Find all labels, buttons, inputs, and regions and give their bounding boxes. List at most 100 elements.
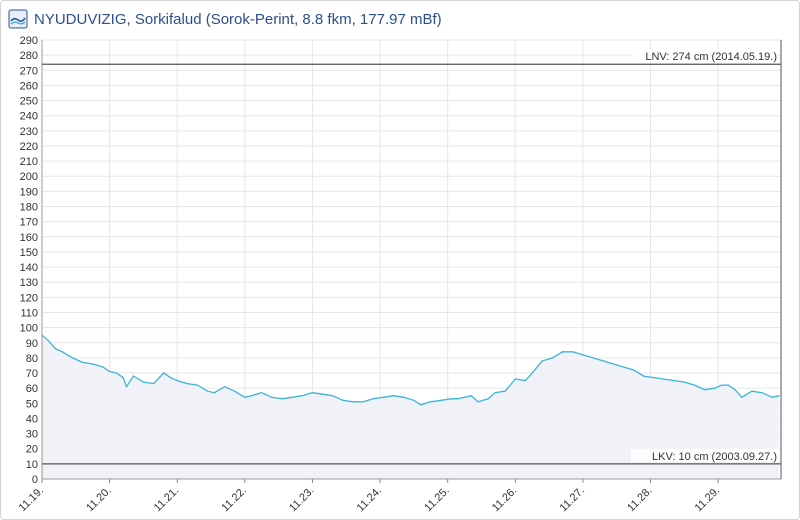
y-tick-label: 90 <box>26 338 38 350</box>
y-tick-label: 260 <box>20 80 38 92</box>
data-point <box>291 396 293 398</box>
y-tick-label: 150 <box>20 247 38 259</box>
x-tick-label: 11.27. <box>557 485 587 515</box>
data-point <box>244 396 246 398</box>
x-tick-label: 11.21. <box>152 485 182 515</box>
data-point <box>420 404 422 406</box>
data-point <box>352 401 354 403</box>
data-point <box>271 396 273 398</box>
x-axis-tick-labels: 11.19. 11.20. 11.21. 11.22. 11.23. 11.24. 11.2… <box>17 485 723 515</box>
data-point <box>761 392 763 394</box>
data-point <box>653 377 655 379</box>
y-tick-label: 240 <box>20 111 38 123</box>
y-tick-label: 40 <box>26 413 38 425</box>
x-tick-label: 11.23. <box>287 485 317 515</box>
y-tick-label: 100 <box>20 323 38 335</box>
data-point <box>251 395 253 397</box>
data-point <box>109 370 111 373</box>
y-tick-label: 290 <box>20 35 38 47</box>
data-point <box>612 363 614 365</box>
data-point <box>450 398 452 400</box>
data-point <box>727 384 729 386</box>
y-tick-label: 250 <box>20 96 38 108</box>
y-tick-label: 270 <box>20 65 38 77</box>
data-point <box>332 395 334 397</box>
data-point <box>778 395 780 397</box>
y-tick-label: 0 <box>32 474 38 486</box>
y-tick-label: 180 <box>20 202 38 214</box>
reference-label: LNV: 274 cm (2014.05.19.) <box>645 51 777 63</box>
chart-header: NYUDUVIZIG, Sorkifalud (Sorok-Perint, 8.… <box>8 8 442 30</box>
data-point <box>751 390 753 392</box>
data-point <box>301 395 303 397</box>
data-point <box>622 366 625 368</box>
data-point <box>771 396 773 398</box>
data-point <box>48 340 50 342</box>
data-point <box>207 390 209 392</box>
reference-label-background <box>631 49 779 63</box>
axes <box>41 40 782 483</box>
y-tick-label: 190 <box>20 186 38 198</box>
x-tick-label: 11.20. <box>84 485 114 515</box>
series-line <box>41 334 780 406</box>
data-point <box>142 381 144 383</box>
data-point <box>541 360 543 362</box>
data-point <box>430 401 432 403</box>
data-point <box>673 380 675 382</box>
data-point <box>362 401 364 403</box>
data-point <box>382 396 384 398</box>
y-tick-label: 140 <box>20 262 38 274</box>
y-tick-label: 10 <box>26 459 38 471</box>
data-point <box>125 386 128 388</box>
data-point <box>592 357 594 359</box>
data-point <box>551 357 554 359</box>
y-tick-label: 210 <box>20 156 38 168</box>
y-tick-label: 110 <box>20 307 38 319</box>
data-point <box>102 366 104 368</box>
chart-title: NYUDUVIZIG, Sorkifalud (Sorok-Perint, 8.… <box>34 10 442 28</box>
y-tick-label: 30 <box>26 429 38 441</box>
x-tick-label: 11.19. <box>17 485 47 515</box>
data-point <box>403 396 405 398</box>
reference-lines: LNV: 274 cm (2014.05.19.) LKV: 10 cm (200… <box>42 49 781 465</box>
data-point <box>153 383 155 385</box>
data-point <box>457 398 459 400</box>
data-point <box>92 363 94 365</box>
reference-label: LKV: 10 cm (2003.09.27.) <box>652 451 777 463</box>
data-point <box>186 383 188 385</box>
y-tick-label: 130 <box>20 277 38 289</box>
data-point <box>413 399 415 401</box>
data-point <box>261 392 263 394</box>
y-tick-label: 200 <box>20 171 38 183</box>
data-point <box>464 396 466 398</box>
data-point <box>196 384 199 386</box>
data-point <box>633 369 635 371</box>
data-point <box>71 357 73 359</box>
data-point <box>487 398 489 400</box>
y-tick-label: 220 <box>20 141 38 153</box>
data-point <box>663 378 665 380</box>
data-point <box>322 393 324 395</box>
data-point <box>714 387 716 389</box>
data-point <box>524 380 527 382</box>
x-tick-label: 11.24. <box>355 485 385 515</box>
data-point <box>720 384 723 386</box>
data-point <box>562 351 564 353</box>
x-tick-label: 11.22. <box>219 485 249 515</box>
data-point <box>311 392 313 394</box>
data-point <box>372 398 374 400</box>
y-tick-label: 170 <box>20 217 38 229</box>
data-point <box>470 395 472 397</box>
x-tick-label: 11.29. <box>693 485 723 515</box>
data-point <box>234 390 236 392</box>
y-tick-label: 20 <box>26 444 38 456</box>
data-point <box>514 378 516 380</box>
x-tick-label: 11.25. <box>422 485 452 515</box>
data-point <box>494 392 496 394</box>
y-tick-label: 60 <box>26 383 38 395</box>
data-point <box>176 380 178 382</box>
data-point <box>531 372 533 374</box>
y-tick-label: 280 <box>20 50 38 62</box>
series-area-layer <box>41 334 780 479</box>
x-tick-label: 11.28. <box>625 485 655 515</box>
